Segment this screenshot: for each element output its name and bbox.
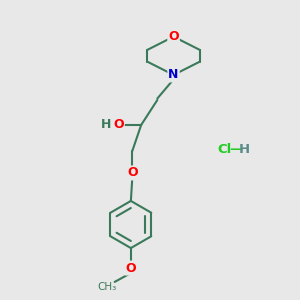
Text: O: O bbox=[127, 167, 138, 179]
Text: H: H bbox=[239, 143, 250, 157]
Text: Cl: Cl bbox=[218, 143, 232, 157]
Text: H: H bbox=[100, 118, 111, 131]
Text: —: — bbox=[230, 143, 243, 157]
Text: CH₃: CH₃ bbox=[98, 282, 117, 292]
Text: O: O bbox=[125, 262, 136, 275]
Text: N: N bbox=[168, 68, 179, 81]
Text: O: O bbox=[113, 118, 124, 131]
Text: O: O bbox=[168, 30, 179, 43]
